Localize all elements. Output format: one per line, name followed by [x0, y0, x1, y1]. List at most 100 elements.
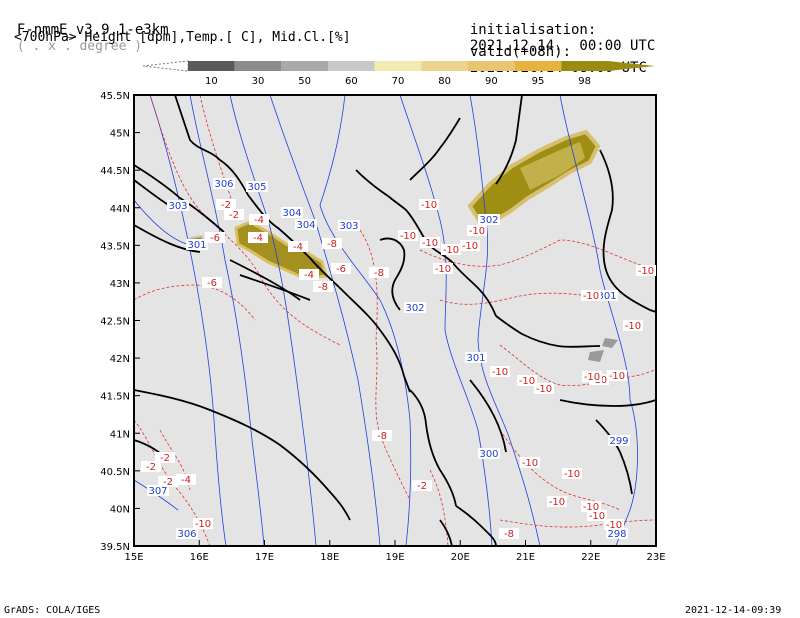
- lat-label: 44N: [110, 204, 130, 215]
- temp-label-bg: [155, 452, 175, 463]
- temp-label-bg: [158, 476, 178, 487]
- temp-label-bg: [441, 244, 461, 255]
- cloud-patch-east-inner: [520, 142, 585, 190]
- temp-label-bg: [467, 225, 487, 236]
- height-label-bg: [176, 528, 198, 539]
- temp-label-bg: [398, 230, 418, 241]
- temp-label: -4: [254, 215, 264, 226]
- colorbar-cell: [234, 61, 282, 71]
- temp-label-bg: [248, 232, 268, 243]
- temp-label: -10: [435, 264, 451, 275]
- colorbar-high-arrow: [608, 61, 655, 71]
- height-label-bg: [608, 435, 630, 446]
- height-label: 305: [247, 182, 266, 193]
- temp-label-bg: [419, 199, 439, 210]
- colorbar-cell: [421, 61, 468, 71]
- temp-label: -10: [536, 384, 552, 395]
- lon-label: 21E: [516, 552, 535, 563]
- cloud-patch-small-1: [588, 350, 604, 362]
- temp-label-bg: [299, 269, 319, 280]
- lat-label: 40N: [110, 504, 130, 515]
- colorbar-cell: [374, 61, 422, 71]
- colorbar-tick: 80: [438, 76, 451, 87]
- temp-label-bg: [420, 237, 440, 248]
- temp-label-bg: [433, 263, 453, 274]
- height-label: 300: [479, 449, 498, 460]
- temp-label: -10: [422, 238, 438, 249]
- temp-label: -6: [207, 278, 217, 289]
- temp-label-bg: [313, 281, 333, 292]
- temp-label-bg: [288, 241, 308, 252]
- footer-credit: GrADS: COLA/IGES: [4, 605, 101, 616]
- lat-label: 44.5N: [100, 166, 130, 177]
- temp-label: -2: [163, 477, 173, 488]
- height-label-bg: [213, 178, 235, 189]
- colorbar-tick: 30: [252, 76, 265, 87]
- height-label-bg: [246, 181, 268, 192]
- lat-label: 40.5N: [100, 467, 130, 478]
- temp-label: -10: [443, 245, 459, 256]
- height-label-bg: [186, 239, 208, 250]
- colorbar-cell: [188, 61, 235, 71]
- temp-label-bg: [581, 501, 601, 512]
- temp-label-bg: [499, 528, 519, 539]
- temp-label-bg: [490, 366, 510, 377]
- height-label: 307: [148, 486, 167, 497]
- temp-label: -10: [549, 497, 565, 508]
- colorbar-tick: 90: [485, 76, 498, 87]
- temp-label-bg: [562, 468, 582, 479]
- height-label-bg: [147, 485, 169, 496]
- temp-label: -10: [421, 200, 437, 211]
- colorbar-tick: 60: [345, 76, 358, 87]
- temp-label: -8: [374, 268, 384, 279]
- height-label: 302: [479, 215, 498, 226]
- lat-label: 41.5N: [100, 392, 130, 403]
- height-label: 306: [177, 529, 196, 540]
- height-label: 302: [405, 303, 424, 314]
- colorbar-cell: [514, 61, 562, 71]
- colorbar-low-arrow: [142, 60, 189, 72]
- temp-label: -10: [195, 519, 211, 530]
- height-label-bg: [606, 528, 628, 539]
- colorbar: 10 30 50 60 70 80 90 95 98: [142, 60, 655, 87]
- lat-label: 45N: [110, 129, 130, 140]
- temp-label-bg: [193, 518, 213, 529]
- temp-label-bg: [224, 209, 244, 220]
- init-value: 2021.12.14. 00:00 UTC: [469, 38, 656, 54]
- height-label: 306: [214, 179, 233, 190]
- longitude-axis: 15E 16E 17E 18E 19E 20E 21E 22E 23E: [124, 540, 666, 563]
- height-label-bg: [167, 200, 189, 211]
- temp-label-bg: [141, 461, 161, 472]
- temp-label: -4: [304, 270, 314, 281]
- temp-label: -10: [462, 241, 478, 252]
- height-label-bg: [465, 352, 487, 363]
- temp-label-bg: [412, 480, 432, 491]
- lat-label: 39.5N: [100, 542, 130, 553]
- lat-label: 43N: [110, 279, 130, 290]
- lon-label: 20E: [451, 552, 470, 563]
- colorbar-cell: [281, 61, 328, 71]
- temp-label: -2: [160, 453, 170, 464]
- init-label: initialisation:: [469, 22, 597, 38]
- temp-label: -10: [589, 511, 605, 522]
- height-contours: [133, 94, 638, 547]
- temp-label-bg: [216, 199, 236, 210]
- temp-label: -10: [638, 266, 654, 277]
- lat-label: 42.5N: [100, 317, 130, 328]
- lat-label: 45.5N: [100, 91, 130, 102]
- temp-label: -6: [210, 233, 220, 244]
- lon-label: 19E: [385, 552, 404, 563]
- height-label-bg: [295, 219, 317, 230]
- coastlines-borders: [133, 94, 657, 547]
- height-label-bg: [596, 290, 618, 301]
- temp-label-bg: [604, 519, 624, 530]
- cloud-patch-small-2: [602, 338, 618, 348]
- temp-label: -2: [229, 210, 239, 221]
- temp-label-bg: [322, 238, 342, 249]
- field-description: <700hPa> Height [dpm],Temp.[ C], Mid.Cl.…: [14, 30, 351, 45]
- temp-label: -10: [606, 520, 622, 531]
- temp-label: -10: [492, 367, 508, 378]
- temp-label: -8: [318, 282, 328, 293]
- height-label: 304: [296, 220, 315, 231]
